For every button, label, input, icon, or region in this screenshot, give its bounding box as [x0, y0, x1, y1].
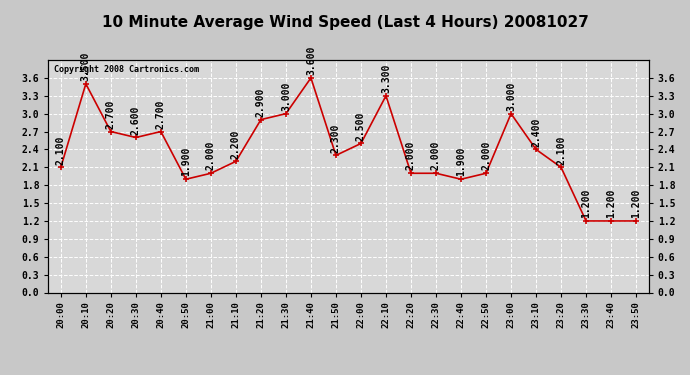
Text: 2.000: 2.000 [431, 141, 441, 171]
Text: 2.100: 2.100 [56, 135, 66, 165]
Text: Copyright 2008 Cartronics.com: Copyright 2008 Cartronics.com [55, 64, 199, 74]
Text: 2.400: 2.400 [531, 117, 541, 147]
Text: 2.000: 2.000 [406, 141, 416, 171]
Text: 1.200: 1.200 [631, 189, 641, 218]
Text: 2.000: 2.000 [481, 141, 491, 171]
Text: 2.200: 2.200 [231, 129, 241, 159]
Text: 10 Minute Average Wind Speed (Last 4 Hours) 20081027: 10 Minute Average Wind Speed (Last 4 Hou… [101, 15, 589, 30]
Text: 2.600: 2.600 [131, 105, 141, 135]
Text: 2.500: 2.500 [356, 111, 366, 141]
Text: 2.700: 2.700 [106, 99, 116, 129]
Text: 2.000: 2.000 [206, 141, 216, 171]
Text: 3.500: 3.500 [81, 52, 91, 81]
Text: 3.000: 3.000 [506, 81, 516, 111]
Text: 2.300: 2.300 [331, 123, 341, 153]
Text: 2.100: 2.100 [556, 135, 566, 165]
Text: 1.200: 1.200 [581, 189, 591, 218]
Text: 1.900: 1.900 [181, 147, 191, 177]
Text: 1.200: 1.200 [606, 189, 616, 218]
Text: 2.900: 2.900 [256, 87, 266, 117]
Text: 3.000: 3.000 [281, 81, 291, 111]
Text: 2.700: 2.700 [156, 99, 166, 129]
Text: 3.600: 3.600 [306, 46, 316, 75]
Text: 3.300: 3.300 [381, 64, 391, 93]
Text: 1.900: 1.900 [456, 147, 466, 177]
